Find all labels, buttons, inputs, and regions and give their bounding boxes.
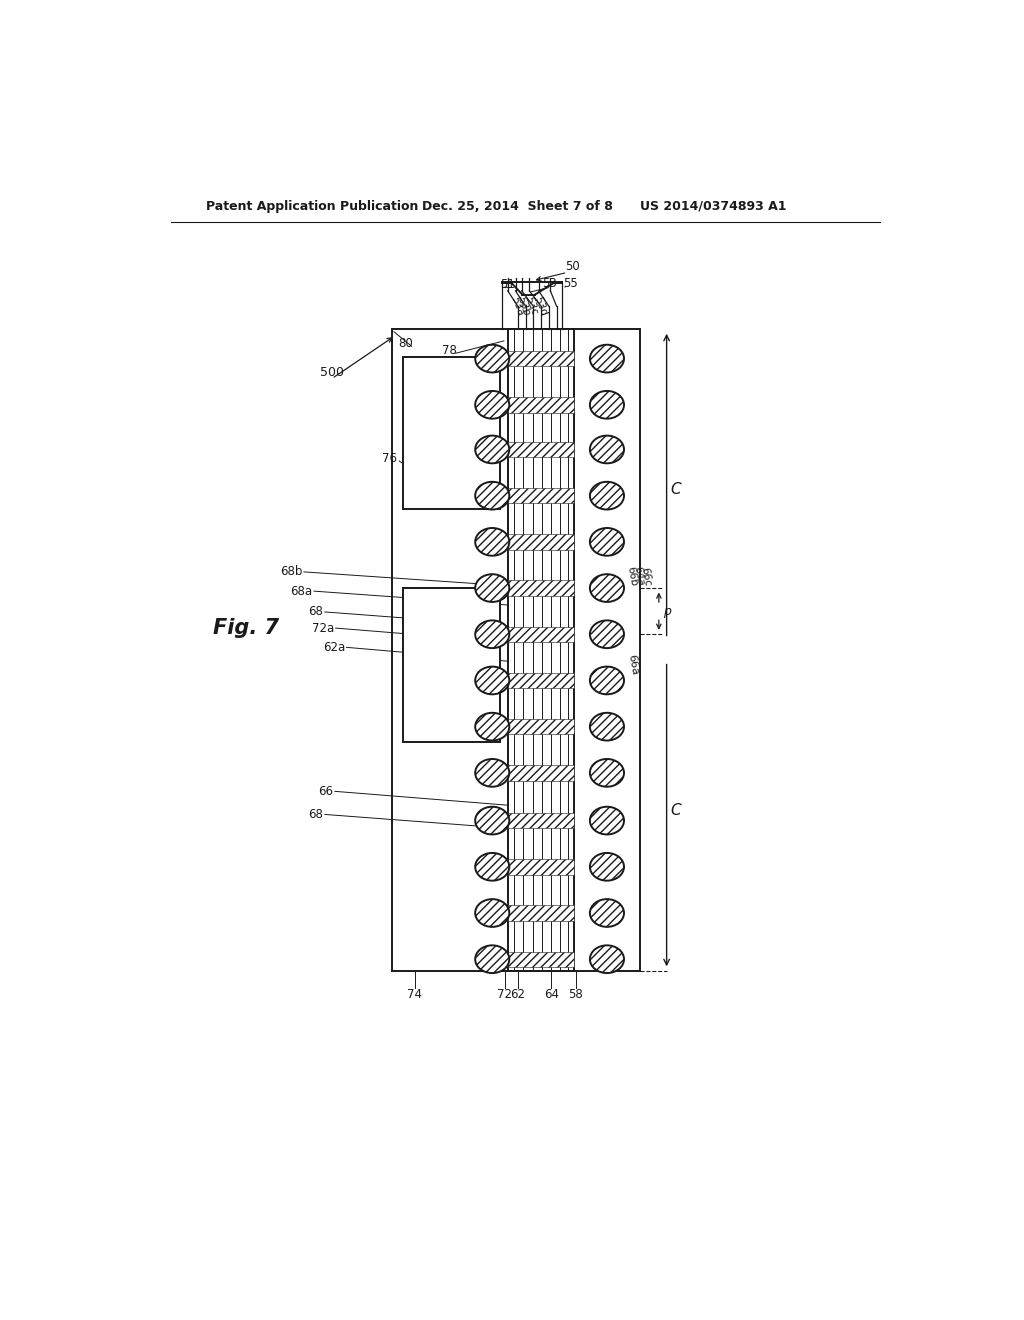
Ellipse shape	[590, 899, 624, 927]
Bar	[508, 535, 573, 549]
Text: US 2014/0374893 A1: US 2014/0374893 A1	[640, 199, 786, 213]
Ellipse shape	[475, 853, 509, 880]
Bar	[508, 859, 573, 874]
Ellipse shape	[475, 667, 509, 694]
Text: 66: 66	[318, 785, 334, 797]
Text: 66a: 66a	[627, 653, 640, 676]
Text: 53c: 53c	[523, 296, 539, 317]
Text: 50: 50	[564, 260, 580, 273]
Ellipse shape	[475, 945, 509, 973]
Text: 80: 80	[398, 337, 413, 350]
Ellipse shape	[475, 620, 509, 648]
Ellipse shape	[475, 436, 509, 463]
Bar	[403, 358, 500, 508]
Ellipse shape	[475, 807, 509, 834]
Text: 68b: 68b	[280, 565, 302, 578]
Text: 62a: 62a	[323, 640, 345, 653]
Text: 68: 68	[308, 606, 324, 619]
Ellipse shape	[475, 345, 509, 372]
Ellipse shape	[590, 528, 624, 556]
Text: Patent Application Publication: Patent Application Publication	[206, 199, 418, 213]
Text: Fig. 7: Fig. 7	[213, 618, 280, 638]
Text: 68a: 68a	[291, 585, 312, 598]
Text: 58: 58	[568, 989, 584, 1001]
Text: 64a: 64a	[632, 566, 645, 587]
Bar	[508, 351, 573, 367]
Text: 78: 78	[442, 345, 457, 358]
Text: Dec. 25, 2014  Sheet 7 of 8: Dec. 25, 2014 Sheet 7 of 8	[423, 199, 613, 213]
Text: 55: 55	[563, 277, 578, 289]
Bar	[508, 952, 573, 966]
Bar	[403, 589, 500, 742]
Text: 53b: 53b	[515, 296, 531, 317]
Text: C: C	[671, 482, 681, 498]
Text: 53: 53	[543, 277, 557, 289]
Text: 66c: 66c	[639, 566, 652, 586]
Ellipse shape	[475, 482, 509, 510]
Bar	[508, 397, 573, 412]
Bar	[508, 488, 573, 503]
Ellipse shape	[475, 528, 509, 556]
Text: 72: 72	[497, 989, 512, 1001]
Text: 51: 51	[501, 279, 515, 292]
Ellipse shape	[590, 574, 624, 602]
Bar	[391, 330, 640, 970]
Text: 72a: 72a	[312, 622, 334, 635]
Bar	[508, 906, 573, 921]
Ellipse shape	[590, 759, 624, 787]
Ellipse shape	[475, 574, 509, 602]
Ellipse shape	[590, 667, 624, 694]
Bar	[508, 627, 573, 642]
Text: 66b: 66b	[625, 566, 638, 587]
Text: p: p	[663, 605, 671, 618]
Ellipse shape	[590, 345, 624, 372]
Ellipse shape	[590, 620, 624, 648]
Bar	[508, 330, 573, 970]
Ellipse shape	[590, 713, 624, 741]
Text: 500: 500	[321, 366, 344, 379]
Text: 53d: 53d	[532, 296, 549, 317]
Bar	[508, 442, 573, 457]
Text: 74: 74	[408, 989, 422, 1001]
Ellipse shape	[475, 759, 509, 787]
Text: C: C	[671, 803, 681, 818]
Ellipse shape	[475, 391, 509, 418]
Ellipse shape	[475, 899, 509, 927]
Bar	[508, 581, 573, 595]
Bar	[508, 813, 573, 829]
Bar	[508, 673, 573, 688]
Ellipse shape	[590, 482, 624, 510]
Bar	[508, 766, 573, 780]
Ellipse shape	[590, 391, 624, 418]
Text: 68: 68	[308, 808, 324, 821]
Text: 53a: 53a	[509, 296, 525, 317]
Text: 76: 76	[382, 453, 397, 465]
Ellipse shape	[590, 945, 624, 973]
Text: 64: 64	[544, 989, 559, 1001]
Bar	[508, 719, 573, 734]
Ellipse shape	[590, 853, 624, 880]
Text: 62: 62	[510, 989, 525, 1001]
Ellipse shape	[590, 436, 624, 463]
Ellipse shape	[590, 807, 624, 834]
Ellipse shape	[475, 713, 509, 741]
